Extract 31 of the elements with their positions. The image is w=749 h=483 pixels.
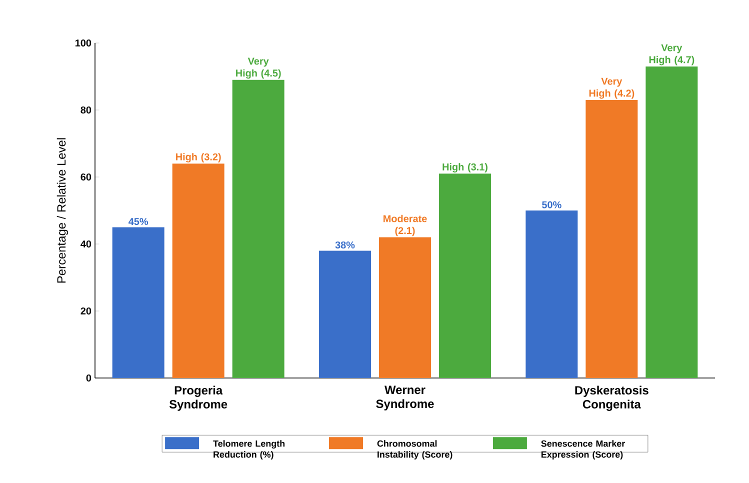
legend-label: Senescence Marker Expression (Score) [541,440,625,460]
y-axis-title: Percentage / Relative Level [56,138,68,283]
legend-label: Chromosomal Instability (Score) [377,440,452,460]
x-tick-label: Dyskeratosis Congenita [575,386,648,411]
y-tick-label: 100 [75,39,92,47]
annotation: Very High (4.2) [589,78,634,99]
legend-label: Telomere Length Reduction (%) [213,440,285,460]
x-tick-label: Werner Syndrome [376,386,434,410]
bar [232,80,284,378]
annotation: Very High (4.7) [649,44,694,66]
bar [379,237,432,378]
annotation: High (3.1) [442,163,488,172]
x-tick-label: Progeria Syndrome [169,386,228,411]
annotation: High (3.2) [176,153,221,162]
y-tick-label: 80 [80,106,92,114]
bar [439,174,492,378]
bar [172,164,224,378]
bar [112,227,164,378]
data-label: 45% [128,218,148,226]
bar [586,100,638,378]
annotation: Very High (4.5) [236,58,281,79]
bar [526,210,578,378]
annotation: Moderate (2.1) [384,214,427,236]
data-label: 38% [335,241,355,249]
bar [646,66,698,378]
y-tick-label: 0 [86,374,92,382]
y-tick-label: 20 [80,307,92,315]
bar [319,250,372,378]
data-label: 50% [542,201,562,208]
y-tick-label: 40 [80,240,92,248]
y-tick-label: 60 [80,173,92,181]
